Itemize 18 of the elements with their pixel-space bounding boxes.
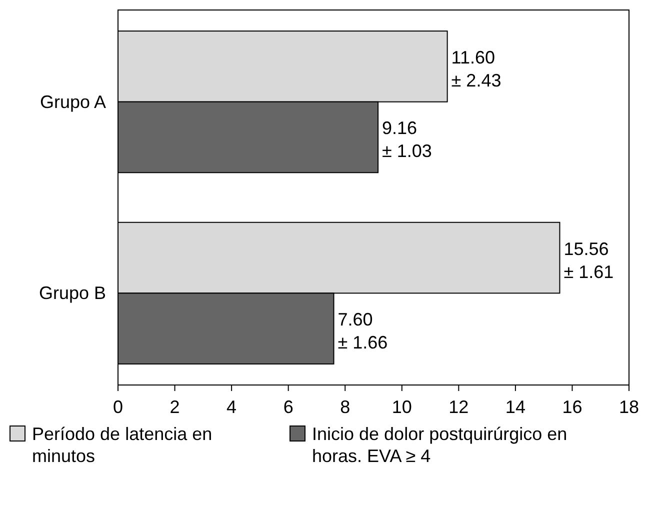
x-tick-label: 4: [226, 397, 237, 417]
x-tick-label: 14: [505, 397, 526, 417]
x-tick-label: 8: [340, 397, 350, 417]
data-label: 9.16 ± 1.03: [382, 118, 432, 162]
legend-label: Inicio de dolor postquirúrgico en horas. EVA ≥ 4: [312, 424, 568, 466]
x-tick-label: 2: [170, 397, 180, 417]
x-tick-label: 6: [283, 397, 294, 417]
data-label: 11.60 ± 2.43: [451, 47, 502, 90]
x-tick-label: 16: [562, 397, 582, 417]
data-label: 15.56 ± 1.61: [564, 238, 614, 282]
legend-label: Período de latencia en minutos: [32, 424, 212, 466]
x-tick-label: 18: [618, 397, 640, 417]
y-tick-label: Grupo A: [40, 92, 106, 112]
y-tick-label: Grupo B: [38, 283, 106, 304]
x-tick-label: 0: [112, 397, 124, 417]
data-label: 7.60 ± 1.66: [338, 310, 388, 353]
x-tick-label: 10: [392, 397, 412, 417]
x-tick-label: 12: [448, 397, 469, 417]
